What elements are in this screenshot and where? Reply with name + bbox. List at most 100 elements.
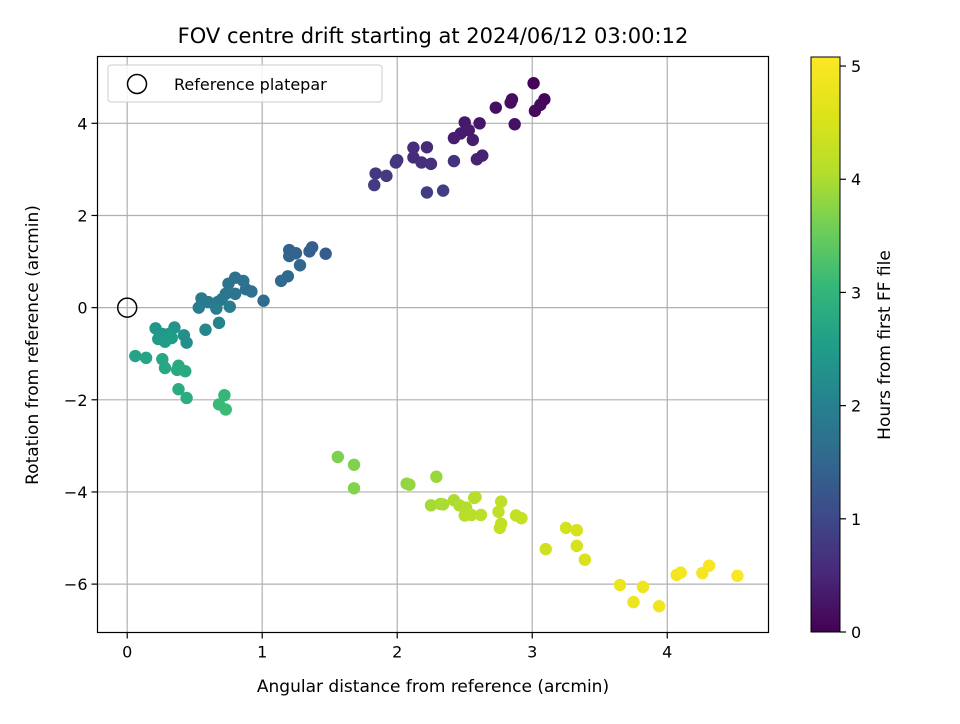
data-point <box>436 184 450 197</box>
y-axis-ticks: −6 −4 −2 0 2 4 <box>64 114 98 594</box>
data-point <box>407 141 420 154</box>
y-tick-label: −6 <box>64 575 88 594</box>
colorbar-tick-label: 0 <box>851 623 861 642</box>
plot-frame <box>96 55 770 634</box>
data-point <box>578 553 592 566</box>
colorbar-tick-label: 1 <box>851 510 861 529</box>
x-axis-label: Angular distance from reference (arcmin) <box>257 677 609 697</box>
y-tick-label: 2 <box>77 206 87 225</box>
data-point <box>293 259 307 272</box>
data-point <box>702 559 716 572</box>
x-tick-label: 0 <box>122 643 132 662</box>
data-point <box>466 133 480 147</box>
data-points <box>129 77 744 613</box>
data-point <box>368 178 381 192</box>
data-point <box>403 478 416 491</box>
data-point <box>218 388 231 402</box>
legend: Reference platepar <box>107 64 383 103</box>
y-tick-label: 4 <box>77 114 87 133</box>
data-point <box>347 482 361 495</box>
colorbar-tick-label: 5 <box>851 57 861 76</box>
data-point <box>139 351 153 365</box>
data-point <box>494 495 508 508</box>
legend-label: Reference platepar <box>174 75 327 94</box>
data-point <box>380 169 393 183</box>
data-point <box>424 499 438 512</box>
data-point <box>424 157 438 171</box>
data-point <box>212 316 226 330</box>
colorbar-tick-label: 3 <box>851 283 861 302</box>
data-point <box>165 331 178 345</box>
data-point <box>210 302 223 315</box>
data-point <box>493 521 507 535</box>
data-point <box>636 580 650 594</box>
data-point <box>652 600 666 613</box>
data-point <box>319 247 332 260</box>
data-point <box>415 156 428 169</box>
data-point <box>172 382 185 396</box>
x-axis-ticks: 0 1 2 3 4 <box>122 632 672 662</box>
x-tick-label: 3 <box>527 643 537 662</box>
data-point <box>504 96 517 109</box>
data-point <box>613 578 627 592</box>
colorbar-label: Hours from first FF file <box>875 250 895 440</box>
data-point <box>474 508 488 522</box>
data-point <box>470 153 484 166</box>
data-point <box>731 569 744 583</box>
data-point <box>489 101 502 114</box>
data-point <box>465 508 478 522</box>
data-point <box>303 245 316 258</box>
data-point <box>199 323 212 336</box>
data-point <box>389 156 403 169</box>
colorbar-tick-label: 2 <box>851 397 861 416</box>
data-point <box>473 117 486 130</box>
data-point <box>158 361 172 375</box>
colorbar-frame <box>810 56 841 633</box>
data-point <box>237 274 250 288</box>
data-point <box>570 524 583 537</box>
data-point <box>420 186 434 199</box>
data-point <box>192 301 205 314</box>
x-tick-label: 2 <box>392 643 402 662</box>
y-tick-label: −2 <box>64 391 88 410</box>
data-point <box>274 274 288 288</box>
data-point <box>347 458 361 471</box>
data-point <box>245 285 258 298</box>
colorbar-tick-label: 4 <box>851 170 861 189</box>
colorbar-ticks: 0 1 2 3 4 5 <box>840 57 861 642</box>
data-point <box>283 249 296 263</box>
data-point <box>492 505 505 518</box>
data-point <box>539 542 552 556</box>
x-tick-label: 1 <box>257 643 267 662</box>
data-point <box>430 470 443 483</box>
data-point <box>177 329 191 342</box>
data-point <box>528 104 542 118</box>
data-point <box>447 131 461 145</box>
data-point <box>129 349 142 363</box>
data-point <box>222 277 235 290</box>
data-point <box>223 300 237 313</box>
data-point <box>420 141 434 154</box>
data-point <box>469 490 482 504</box>
data-point <box>447 154 461 168</box>
data-point <box>229 287 242 301</box>
data-point <box>331 450 345 464</box>
y-tick-label: 0 <box>77 299 87 318</box>
data-point <box>674 566 687 579</box>
data-point <box>570 539 583 553</box>
data-point <box>179 365 192 378</box>
data-point <box>527 77 540 90</box>
legend-box <box>107 64 383 103</box>
legend-marker <box>126 73 148 95</box>
reference-marker <box>116 297 138 318</box>
data-point <box>180 391 193 405</box>
data-point <box>627 595 640 609</box>
data-point <box>219 403 232 416</box>
data-point <box>515 512 528 525</box>
colorbar <box>811 57 840 632</box>
chart-title: FOV centre drift starting at 2024/06/12 … <box>178 24 689 48</box>
data-point <box>559 521 573 535</box>
y-axis-label: Rotation from reference (arcmin) <box>23 205 43 485</box>
x-tick-label: 4 <box>662 643 672 662</box>
